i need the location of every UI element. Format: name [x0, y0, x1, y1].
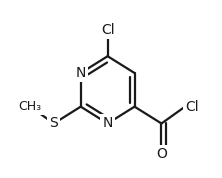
Text: Cl: Cl: [185, 100, 199, 114]
Text: S: S: [50, 116, 58, 130]
Text: N: N: [102, 116, 113, 130]
Text: CH₃: CH₃: [19, 100, 42, 113]
Text: Cl: Cl: [101, 23, 115, 36]
Text: O: O: [156, 147, 167, 161]
Text: N: N: [75, 66, 86, 80]
